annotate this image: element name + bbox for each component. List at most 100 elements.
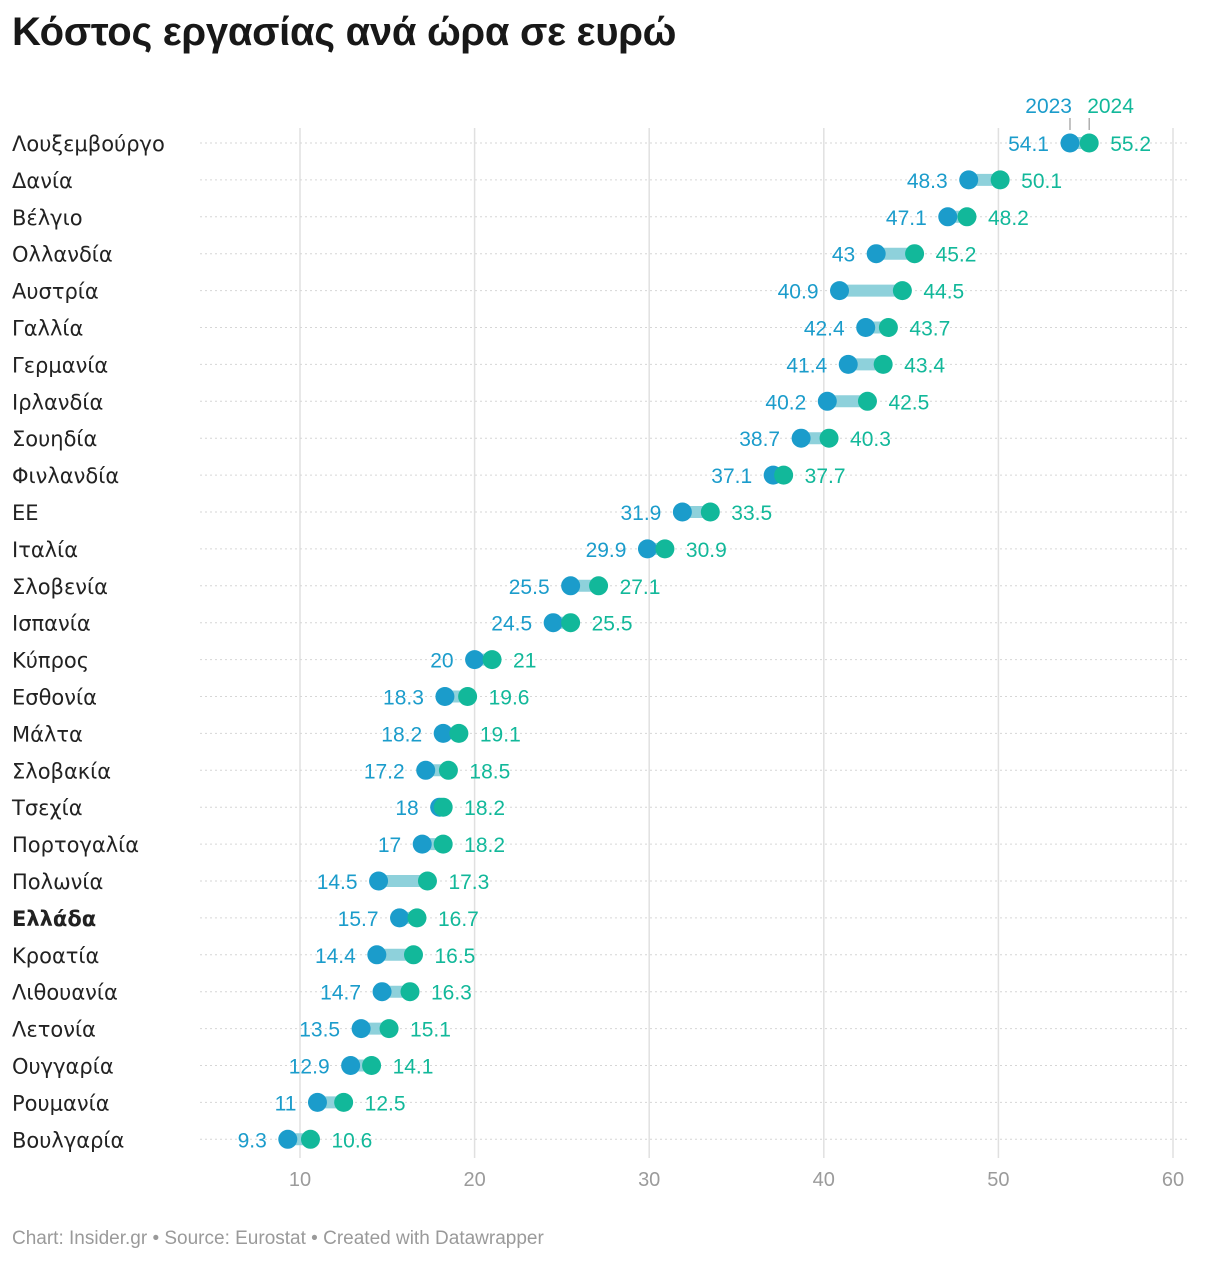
point-2024 bbox=[300, 1129, 320, 1149]
category-label: Γαλλία bbox=[12, 317, 83, 341]
value-label-2024: 43.7 bbox=[909, 318, 950, 341]
category-label: Σουηδία bbox=[12, 427, 97, 451]
point-2024 bbox=[362, 1056, 382, 1075]
value-label-2024: 15.1 bbox=[410, 1019, 451, 1042]
category-label: Αυστρία bbox=[12, 280, 99, 304]
point-2024 bbox=[655, 539, 675, 559]
point-2023 bbox=[390, 908, 410, 928]
point-2023 bbox=[433, 723, 453, 743]
value-label-2023: 29.9 bbox=[586, 539, 627, 562]
value-label-2024: 25.5 bbox=[592, 613, 633, 636]
x-tick-label: 60 bbox=[1162, 1169, 1184, 1191]
category-label: Ισπανία bbox=[12, 612, 91, 636]
category-label: Κύπρος bbox=[12, 649, 89, 673]
point-2023 bbox=[938, 207, 958, 227]
value-label-2024: 43.4 bbox=[904, 354, 945, 377]
chart-footer: Chart: Insider.gr • Source: Eurostat • C… bbox=[12, 1228, 544, 1249]
value-label-2024: 44.5 bbox=[923, 281, 964, 304]
point-2024 bbox=[700, 502, 720, 522]
value-label-2023: 17.2 bbox=[364, 760, 405, 783]
point-2023 bbox=[351, 1019, 371, 1039]
point-2024 bbox=[482, 650, 502, 670]
x-tick-label: 20 bbox=[463, 1169, 485, 1191]
point-2023 bbox=[307, 1092, 327, 1112]
category-label: Σλοβενία bbox=[12, 575, 108, 599]
value-label-2023: 47.1 bbox=[886, 207, 927, 230]
point-2023 bbox=[465, 650, 485, 670]
value-label-2024: 18.2 bbox=[464, 834, 505, 857]
category-label: Βέλγιο bbox=[12, 206, 83, 230]
category-label: Ουγγαρία bbox=[12, 1055, 114, 1079]
category-label: Ελλάδα bbox=[12, 907, 96, 931]
point-2024 bbox=[407, 908, 427, 928]
point-2023 bbox=[372, 982, 392, 1002]
value-label-2024: 48.2 bbox=[988, 207, 1029, 230]
category-label: Κροατία bbox=[12, 944, 99, 968]
category-label: ΕΕ bbox=[12, 501, 39, 525]
category-labels: Λουξεμβούργο Δανία Βέλγιο Ολλανδία Αυστρία Γα… bbox=[11, 132, 165, 1152]
point-2024 bbox=[417, 871, 437, 891]
point-2023 bbox=[341, 1056, 361, 1075]
value-label-2023: 31.9 bbox=[620, 502, 661, 525]
value-label-2024: 33.5 bbox=[731, 502, 772, 525]
value-label-2023: 18.2 bbox=[381, 723, 422, 746]
value-label-2023: 15.7 bbox=[338, 908, 379, 931]
point-2023 bbox=[856, 318, 876, 337]
point-2024 bbox=[334, 1092, 354, 1112]
value-label-2023: 43 bbox=[832, 244, 855, 267]
point-2023 bbox=[278, 1129, 298, 1149]
legend-2023: 2023 bbox=[1025, 95, 1072, 118]
value-label-2024: 42.5 bbox=[888, 391, 929, 414]
value-label-2023: 13.5 bbox=[299, 1019, 340, 1042]
value-label-2024: 27.1 bbox=[620, 576, 661, 599]
value-label-2023: 40.2 bbox=[765, 391, 806, 414]
x-tick-label: 30 bbox=[638, 1169, 660, 1191]
value-label-2024: 21 bbox=[513, 650, 536, 673]
data-points bbox=[278, 133, 1099, 1149]
value-label-2024: 12.5 bbox=[365, 1092, 406, 1115]
value-label-2023: 42.4 bbox=[804, 318, 845, 341]
value-label-2023: 9.3 bbox=[238, 1129, 267, 1152]
point-2024 bbox=[589, 576, 609, 596]
category-label: Βουλγαρία bbox=[12, 1128, 124, 1152]
category-label: Ολλανδία bbox=[12, 243, 113, 267]
value-label-2024: 14.1 bbox=[393, 1056, 434, 1079]
value-label-2023: 12.9 bbox=[289, 1056, 330, 1079]
value-label-2024: 45.2 bbox=[936, 244, 977, 267]
point-2023 bbox=[367, 945, 387, 965]
point-2023 bbox=[866, 244, 886, 264]
x-tick-label: 50 bbox=[987, 1169, 1009, 1191]
point-2024 bbox=[1079, 133, 1099, 153]
value-label-2023: 54.1 bbox=[1008, 133, 1049, 156]
point-2024 bbox=[873, 354, 893, 374]
point-2024 bbox=[892, 281, 912, 301]
point-2024 bbox=[774, 465, 794, 485]
value-label-2023: 40.9 bbox=[778, 281, 819, 304]
legend: 2023 2024 bbox=[1025, 95, 1134, 130]
category-label: Ρουμανία bbox=[12, 1091, 110, 1115]
value-label-2024: 55.2 bbox=[1110, 133, 1151, 156]
category-label: Γερμανία bbox=[12, 353, 108, 377]
category-label: Ιταλία bbox=[12, 538, 78, 562]
value-label-2024: 30.9 bbox=[686, 539, 727, 562]
value-label-2023: 11 bbox=[275, 1092, 297, 1115]
value-label-2024: 50.1 bbox=[1021, 170, 1062, 193]
point-2023 bbox=[672, 502, 692, 522]
point-2024 bbox=[433, 797, 453, 817]
point-2024 bbox=[400, 982, 420, 1002]
grid-lines bbox=[299, 128, 1174, 1158]
value-label-2023: 41.4 bbox=[786, 354, 827, 377]
point-2023 bbox=[959, 170, 979, 190]
point-2023 bbox=[416, 760, 436, 780]
value-label-2023: 25.5 bbox=[509, 576, 550, 599]
value-label-2024: 16.7 bbox=[438, 908, 479, 931]
point-2024 bbox=[819, 428, 839, 448]
value-label-2024: 16.3 bbox=[431, 982, 472, 1005]
point-2023 bbox=[817, 391, 837, 411]
value-label-2023: 20 bbox=[430, 650, 453, 673]
x-tick-label: 10 bbox=[289, 1169, 311, 1191]
category-label: Λιθουανία bbox=[12, 981, 118, 1005]
point-2024 bbox=[957, 207, 977, 227]
point-2023 bbox=[791, 428, 811, 448]
category-label: Λουξεμβούργο bbox=[12, 132, 165, 156]
